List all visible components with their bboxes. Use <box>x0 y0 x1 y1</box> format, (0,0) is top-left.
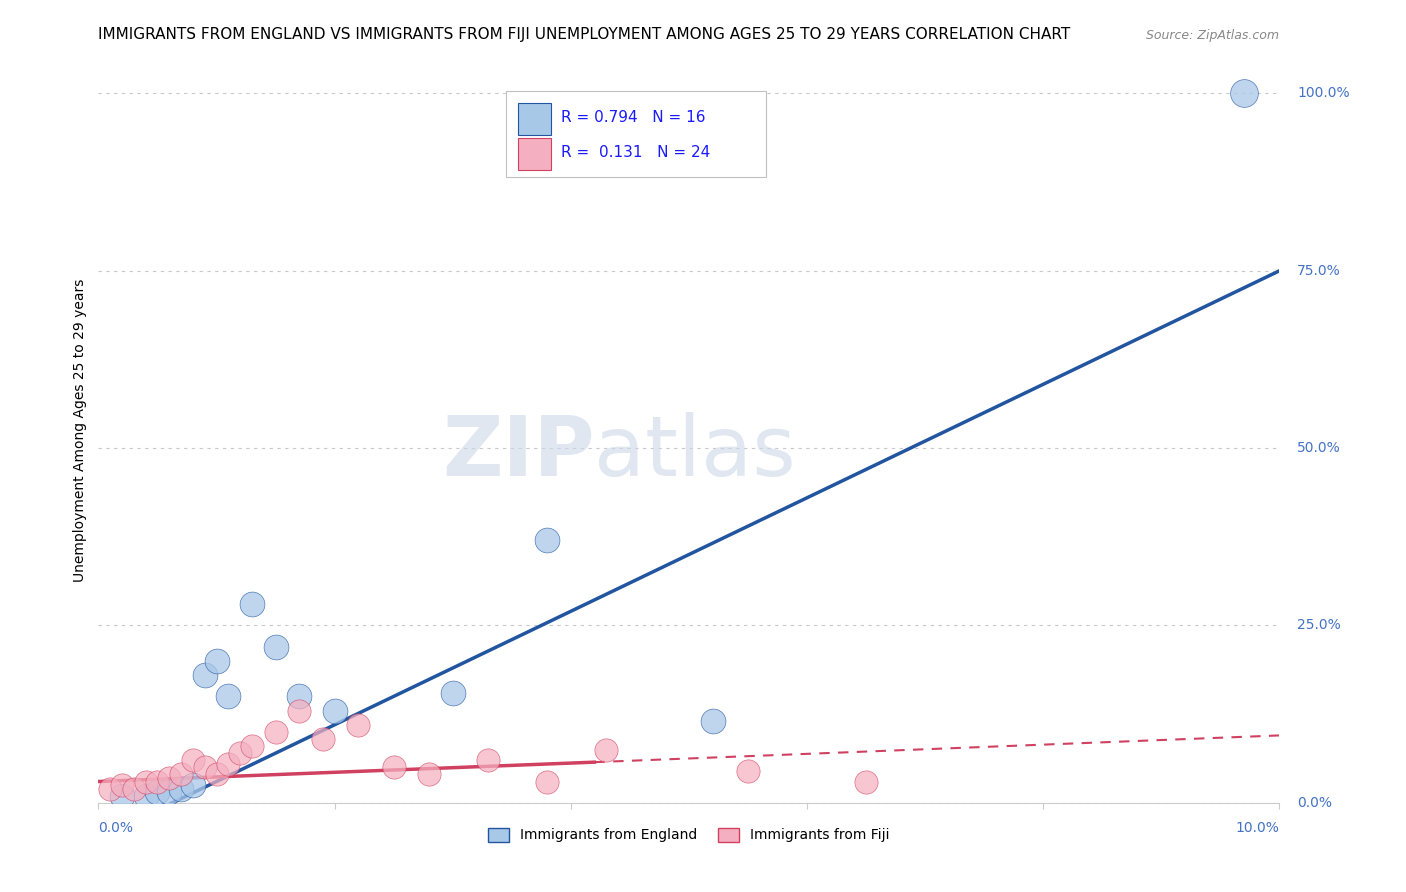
Point <box>312 731 335 746</box>
Point <box>170 767 193 781</box>
Point <box>146 785 169 799</box>
Point <box>264 724 287 739</box>
Point <box>181 753 204 767</box>
Point <box>288 704 311 718</box>
Text: 75.0%: 75.0% <box>1298 264 1341 277</box>
Point <box>288 690 311 704</box>
Point <box>536 774 558 789</box>
Point <box>98 781 121 796</box>
Y-axis label: Unemployment Among Ages 25 to 29 years: Unemployment Among Ages 25 to 29 years <box>73 278 87 582</box>
Point <box>194 668 217 682</box>
Point <box>240 597 263 611</box>
Text: 0.0%: 0.0% <box>1298 796 1331 810</box>
Point <box>595 742 617 756</box>
Point <box>111 778 134 792</box>
Point <box>441 686 464 700</box>
Point <box>477 753 499 767</box>
Point <box>737 764 759 778</box>
Point <box>418 767 440 781</box>
Text: 100.0%: 100.0% <box>1298 87 1350 101</box>
Point <box>194 760 217 774</box>
Text: R =  0.131   N = 24: R = 0.131 N = 24 <box>561 145 710 160</box>
Text: 25.0%: 25.0% <box>1298 618 1341 632</box>
Point <box>135 774 157 789</box>
Point <box>146 774 169 789</box>
Bar <box>517 103 551 135</box>
Text: IMMIGRANTS FROM ENGLAND VS IMMIGRANTS FROM FIJI UNEMPLOYMENT AMONG AGES 25 TO 29: IMMIGRANTS FROM ENGLAND VS IMMIGRANTS FR… <box>98 27 1071 42</box>
Text: R = 0.794   N = 16: R = 0.794 N = 16 <box>561 110 706 125</box>
Text: 50.0%: 50.0% <box>1298 442 1341 455</box>
Point <box>217 756 239 771</box>
Point <box>217 690 239 704</box>
Point <box>240 739 263 753</box>
Point <box>347 718 370 732</box>
Text: atlas: atlas <box>595 412 796 493</box>
Point <box>170 781 193 796</box>
Point <box>229 746 252 760</box>
Bar <box>506 92 766 178</box>
Point <box>264 640 287 654</box>
Point <box>205 767 228 781</box>
Bar <box>517 138 551 169</box>
Point <box>157 785 180 799</box>
Point <box>135 789 157 803</box>
Point <box>205 654 228 668</box>
Point <box>122 781 145 796</box>
Text: 0.0%: 0.0% <box>98 822 134 836</box>
Legend: Immigrants from England, Immigrants from Fiji: Immigrants from England, Immigrants from… <box>482 822 896 848</box>
Text: ZIP: ZIP <box>441 412 595 493</box>
Point <box>855 774 877 789</box>
Point <box>536 533 558 548</box>
Text: 10.0%: 10.0% <box>1236 822 1279 836</box>
Point <box>702 714 724 729</box>
Point <box>157 771 180 785</box>
Point <box>323 704 346 718</box>
Point <box>382 760 405 774</box>
Point <box>181 778 204 792</box>
Point <box>111 789 134 803</box>
Point <box>1233 87 1256 101</box>
Text: Source: ZipAtlas.com: Source: ZipAtlas.com <box>1146 29 1279 43</box>
